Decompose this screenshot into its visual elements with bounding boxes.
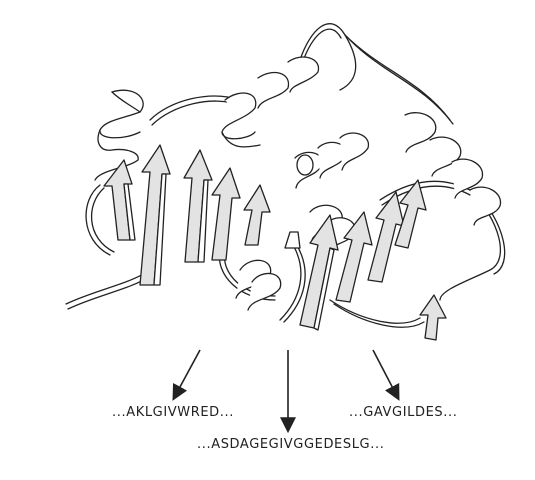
helix-upper-center [221,56,320,148]
pointer-arrows [172,349,400,434]
arrow-right [372,349,400,401]
helix-right [404,112,502,226]
arrow-left [172,349,201,401]
strand-4 [211,167,241,261]
strand-3-face [197,179,209,263]
sequence-label-left: ...AKLGIVWRED... [112,405,234,420]
protein-structure [65,23,506,341]
strand-3 [183,149,213,263]
strand-8 [367,191,405,283]
strand-10 [419,294,447,341]
strand-5 [243,184,271,246]
strand-9 [394,179,427,249]
strand-11 [284,231,301,249]
strand-2-face [153,173,167,286]
coil-loops [65,23,506,328]
strand-1-face [123,183,136,241]
sequence-label-middle: ...ASDAGEGIVGGEDESLG... [197,437,385,452]
strand-7 [335,211,373,303]
strand-6-face [313,247,335,331]
helix-center [294,132,370,189]
sequence-label-right: ...GAVGILDES... [349,405,458,420]
helix-top-left [94,89,144,181]
beta-strands [103,144,447,341]
